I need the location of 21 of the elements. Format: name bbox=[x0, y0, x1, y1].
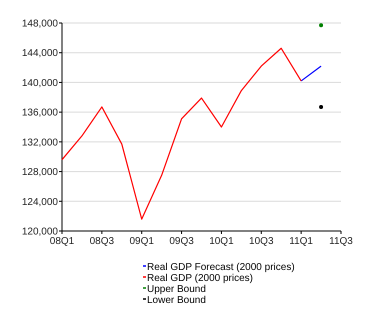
x-tick-label: 11Q3 bbox=[329, 236, 354, 247]
x-tick-label: 10Q1 bbox=[209, 236, 234, 247]
x-tick-label: 08Q1 bbox=[50, 236, 75, 247]
y-tick-label: 128,000 bbox=[22, 167, 58, 178]
y-tick-label: 124,000 bbox=[22, 196, 58, 208]
y-tick-label: 140,000 bbox=[22, 78, 58, 89]
x-tick-label: 08Q3 bbox=[90, 236, 115, 247]
y-tick-label: 136,000 bbox=[22, 108, 58, 119]
legend-label: Upper Bound bbox=[147, 284, 206, 295]
y-tick-label: 144,000 bbox=[22, 48, 58, 60]
legend-label: Real GDP (2000 prices) bbox=[147, 273, 253, 284]
y-tick-label: 148,000 bbox=[22, 18, 58, 30]
legend-label: Real GDP Forecast (2000 prices) bbox=[147, 262, 295, 273]
line-series bbox=[61, 48, 302, 220]
y-tick-label: 120,000 bbox=[22, 226, 58, 238]
x-tick-label: 09Q3 bbox=[169, 236, 194, 247]
x-tick-label: 10Q3 bbox=[249, 236, 274, 247]
y-tick-label: 132,000 bbox=[22, 137, 58, 148]
x-tick-label: 09Q1 bbox=[129, 236, 154, 247]
x-tick-label: 11Q1 bbox=[289, 236, 314, 247]
legend-label: Lower Bound bbox=[147, 295, 206, 306]
